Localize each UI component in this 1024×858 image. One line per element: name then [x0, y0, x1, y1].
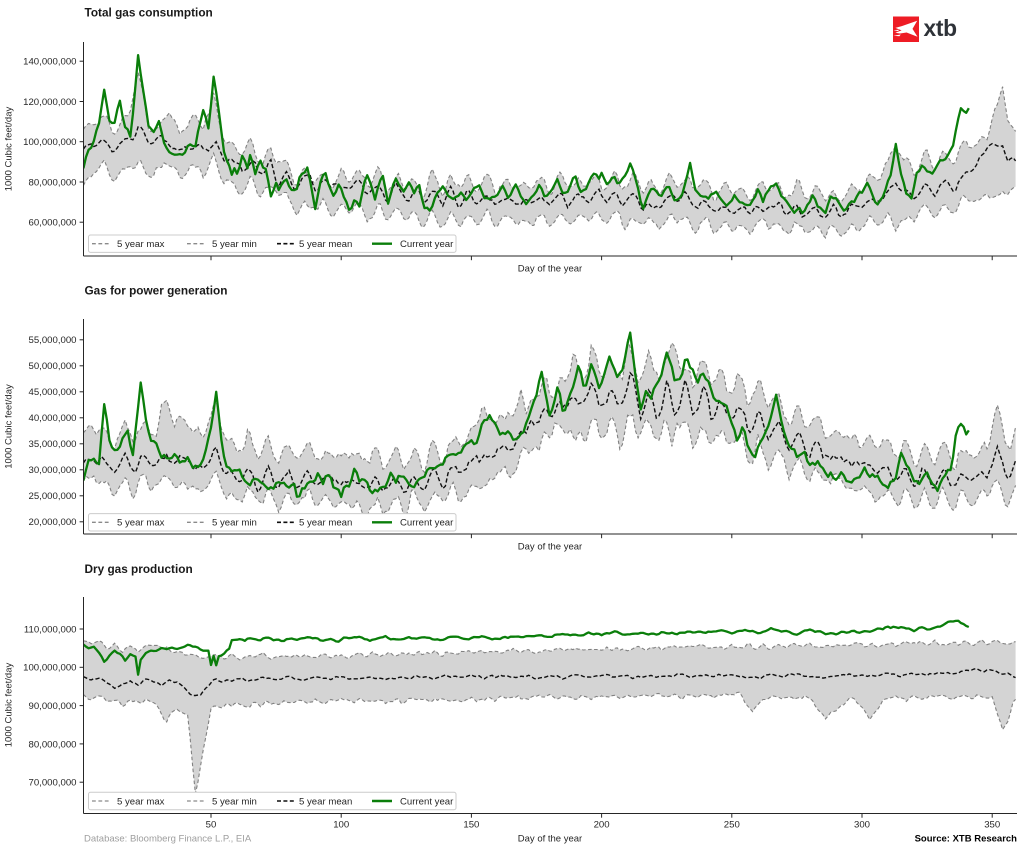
svg-text:110,000,000: 110,000,000 — [24, 624, 77, 635]
svg-text:140,000,000: 140,000,000 — [23, 57, 76, 68]
svg-text:5 year min: 5 year min — [212, 239, 257, 250]
svg-text:90,000,000: 90,000,000 — [28, 701, 76, 712]
svg-text:20,000,000: 20,000,000 — [28, 517, 76, 528]
svg-text:80,000,000: 80,000,000 — [28, 177, 76, 188]
svg-text:45,000,000: 45,000,000 — [28, 387, 76, 398]
svg-text:35,000,000: 35,000,000 — [28, 439, 76, 450]
svg-text:5 year mean: 5 year mean — [299, 518, 352, 529]
svg-text:120,000,000: 120,000,000 — [23, 97, 76, 108]
svg-text:80,000,000: 80,000,000 — [28, 739, 76, 750]
svg-text:25,000,000: 25,000,000 — [28, 491, 76, 502]
svg-text:5 year max: 5 year max — [117, 239, 165, 250]
svg-text:1000 Cubic feet/day: 1000 Cubic feet/day — [4, 663, 15, 748]
svg-text:100,000,000: 100,000,000 — [23, 663, 76, 674]
svg-text:Database: Bloomberg Finance L.: Database: Bloomberg Finance L.P., EIA — [84, 834, 252, 845]
svg-text:Total gas consumption: Total gas consumption — [85, 6, 213, 20]
svg-text:55,000,000: 55,000,000 — [28, 335, 76, 346]
svg-text:200: 200 — [594, 820, 610, 831]
svg-text:250: 250 — [724, 820, 740, 831]
svg-text:5 year min: 5 year min — [212, 518, 257, 529]
svg-text:xtb: xtb — [924, 15, 957, 41]
svg-text:30,000,000: 30,000,000 — [28, 465, 76, 476]
svg-text:5 year max: 5 year max — [117, 796, 165, 807]
svg-text:Current year: Current year — [400, 518, 454, 529]
svg-text:150: 150 — [463, 820, 479, 831]
svg-text:Current year: Current year — [400, 796, 454, 807]
svg-text:5 year mean: 5 year mean — [299, 796, 352, 807]
svg-text:5 year min: 5 year min — [212, 796, 257, 807]
svg-text:Day of the year: Day of the year — [518, 834, 582, 845]
svg-text:300: 300 — [854, 820, 870, 831]
svg-text:Current year: Current year — [400, 239, 454, 250]
svg-text:Day of the year: Day of the year — [518, 264, 582, 275]
svg-text:50,000,000: 50,000,000 — [28, 361, 76, 372]
svg-text:40,000,000: 40,000,000 — [28, 413, 76, 424]
svg-text:Gas for power generation: Gas for power generation — [85, 284, 228, 298]
svg-text:1000 Cubic feet/day: 1000 Cubic feet/day — [4, 107, 15, 192]
svg-text:60,000,000: 60,000,000 — [28, 218, 76, 229]
svg-text:50: 50 — [206, 820, 217, 831]
svg-text:100,000,000: 100,000,000 — [23, 137, 76, 148]
svg-text:Day of the year: Day of the year — [518, 542, 582, 553]
svg-text:Dry gas production: Dry gas production — [85, 562, 193, 576]
svg-text:5 year mean: 5 year mean — [299, 239, 352, 250]
svg-text:1000 Cubic feet/day: 1000 Cubic feet/day — [4, 384, 15, 469]
svg-text:5 year max: 5 year max — [117, 518, 165, 529]
svg-text:350: 350 — [984, 820, 1000, 831]
svg-text:70,000,000: 70,000,000 — [28, 778, 76, 789]
svg-text:100: 100 — [333, 820, 349, 831]
svg-text:Source: XTB Research: Source: XTB Research — [915, 834, 1018, 845]
